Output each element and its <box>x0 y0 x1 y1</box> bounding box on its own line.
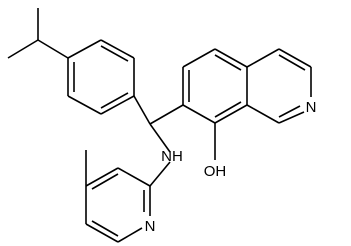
atom-label: NH <box>161 148 183 165</box>
atom-label: OH <box>204 163 227 180</box>
atom-label: N <box>306 99 317 116</box>
bonds <box>7 8 312 243</box>
atom-label: N <box>145 218 156 235</box>
